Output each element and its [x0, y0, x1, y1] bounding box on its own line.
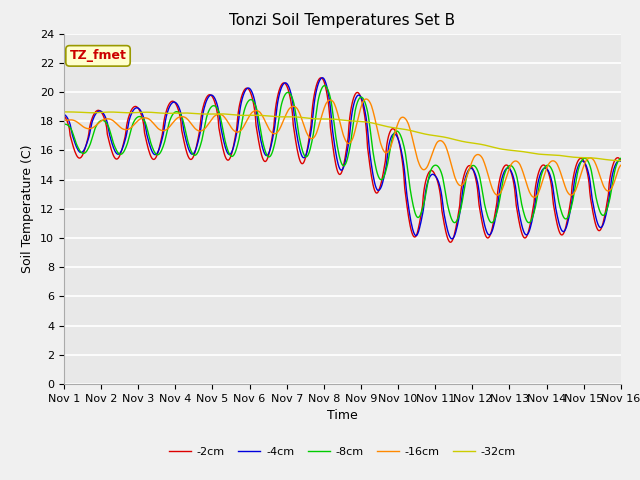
-16cm	[60, 118, 68, 123]
-4cm	[428, 172, 435, 178]
-32cm	[426, 132, 434, 138]
-8cm	[70, 134, 78, 140]
-32cm	[70, 109, 78, 115]
Line: -32cm: -32cm	[64, 112, 621, 161]
-2cm	[184, 153, 192, 159]
-8cm	[617, 156, 625, 161]
-32cm	[410, 129, 418, 134]
-4cm	[184, 144, 192, 150]
-16cm	[411, 145, 419, 151]
-32cm	[127, 110, 135, 116]
-16cm	[214, 112, 221, 118]
-2cm	[447, 240, 454, 245]
Legend: -2cm, -4cm, -8cm, -16cm, -32cm: -2cm, -4cm, -8cm, -16cm, -32cm	[164, 442, 520, 461]
-4cm	[214, 102, 221, 108]
-16cm	[530, 194, 538, 200]
X-axis label: Time: Time	[327, 409, 358, 422]
-4cm	[411, 232, 419, 238]
-16cm	[428, 154, 435, 160]
Line: -16cm: -16cm	[64, 99, 621, 197]
-2cm	[617, 158, 625, 164]
-32cm	[60, 109, 68, 115]
-2cm	[127, 107, 135, 113]
-2cm	[214, 110, 221, 116]
Y-axis label: Soil Temperature (C): Soil Temperature (C)	[22, 144, 35, 273]
-4cm	[617, 158, 625, 164]
-8cm	[60, 121, 68, 127]
-4cm	[319, 75, 326, 81]
-4cm	[60, 111, 68, 117]
Text: TZ_fmet: TZ_fmet	[70, 49, 127, 62]
-16cm	[127, 124, 135, 130]
-2cm	[70, 146, 78, 152]
-8cm	[214, 106, 221, 112]
-8cm	[428, 167, 435, 172]
-16cm	[362, 96, 370, 102]
-16cm	[617, 162, 625, 168]
Line: -4cm: -4cm	[64, 78, 621, 239]
Title: Tonzi Soil Temperatures Set B: Tonzi Soil Temperatures Set B	[229, 13, 456, 28]
Line: -2cm: -2cm	[64, 78, 621, 242]
-4cm	[448, 236, 456, 242]
-16cm	[70, 118, 78, 123]
-2cm	[317, 75, 325, 81]
-2cm	[428, 168, 435, 173]
-32cm	[184, 110, 192, 116]
Line: -8cm: -8cm	[64, 85, 621, 223]
-4cm	[70, 138, 78, 144]
-2cm	[411, 234, 419, 240]
-32cm	[617, 158, 625, 164]
-16cm	[184, 117, 192, 122]
-32cm	[214, 111, 221, 117]
-8cm	[184, 139, 192, 144]
-8cm	[127, 126, 135, 132]
-8cm	[411, 209, 419, 215]
-8cm	[525, 220, 532, 226]
-8cm	[321, 83, 328, 88]
-4cm	[127, 111, 135, 117]
-2cm	[60, 113, 68, 119]
